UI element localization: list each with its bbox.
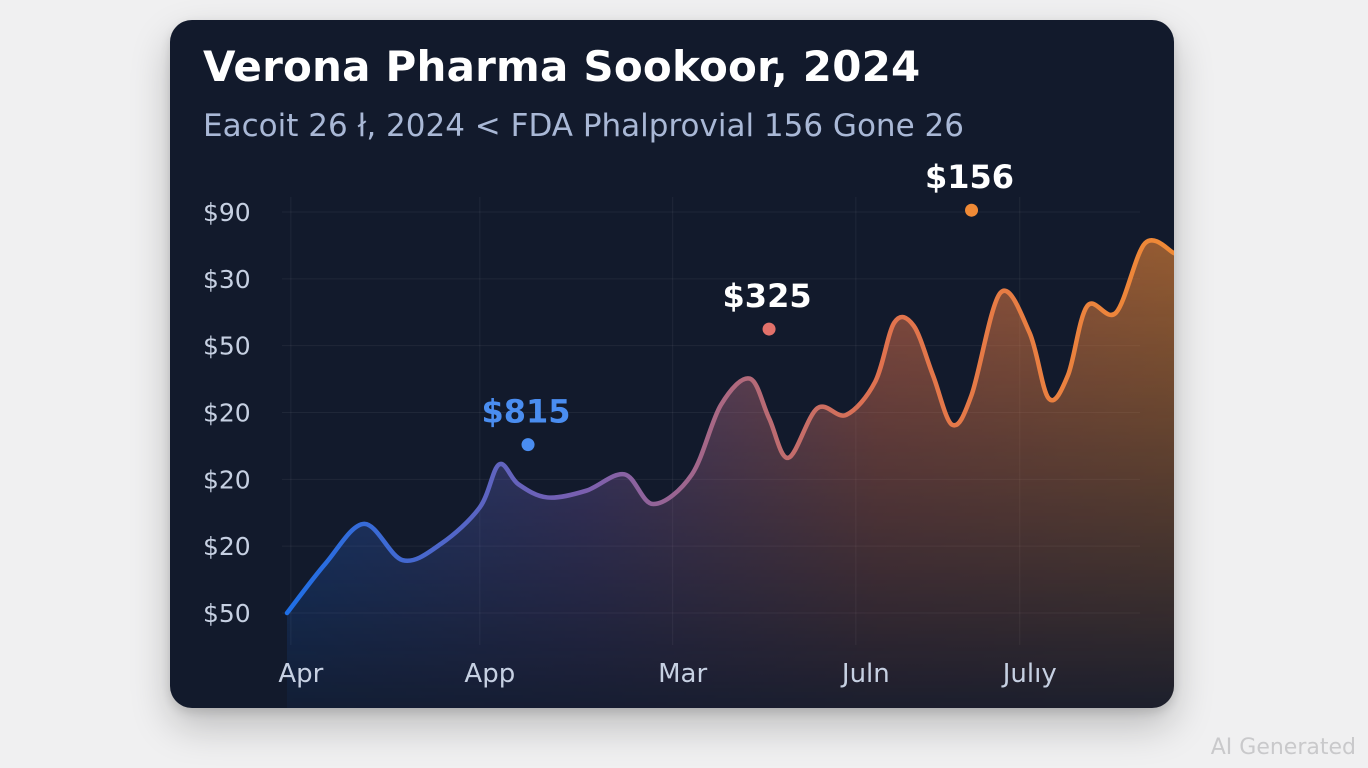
annotation-label: $325 <box>723 277 812 315</box>
data-annotations: $815 $325 $156 <box>482 158 1014 452</box>
x-tick-label: Apr <box>278 659 323 689</box>
x-tick-label: App <box>464 659 515 689</box>
series-area-fill <box>287 240 1174 708</box>
annotation-label: $815 <box>482 393 571 431</box>
y-tick-label: $50 <box>203 599 251 628</box>
y-tick-label: $20 <box>203 399 251 428</box>
chart-title: Verona Pharma Sookoor, 2024 <box>203 42 921 91</box>
chart-subtitle: Eacoit 26 ł, 2024 < FDA Phalprovial 156 … <box>203 108 964 144</box>
x-axis-ticks: Apr App Mar Juln Julıy <box>278 659 1056 689</box>
line-area-chart: $90 $30 $50 $20 $20 $20 $50 Apr App Mar Juln Julıy… <box>203 158 1174 708</box>
x-tick-label: Mar <box>658 659 707 689</box>
annotation-marker <box>521 438 535 452</box>
y-tick-label: $50 <box>203 332 251 361</box>
chart-card: Verona Pharma Sookoor, 2024 Eacoit 26 ł,… <box>170 20 1174 708</box>
annotation-marker <box>762 322 776 336</box>
y-tick-label: $20 <box>203 465 251 494</box>
x-tick-label: Julıy <box>1001 659 1057 689</box>
y-tick-label: $30 <box>203 265 251 294</box>
annotation-marker <box>965 203 979 217</box>
y-tick-label: $90 <box>203 198 251 227</box>
series-line <box>284 238 1174 616</box>
y-axis-ticks: $90 $30 $50 $20 $20 $20 $50 <box>203 198 251 628</box>
x-tick-label: Juln <box>840 659 890 689</box>
ai-generated-watermark: AI Generated <box>1210 735 1356 760</box>
annotation-label: $156 <box>925 158 1014 196</box>
y-tick-label: $20 <box>203 532 251 561</box>
